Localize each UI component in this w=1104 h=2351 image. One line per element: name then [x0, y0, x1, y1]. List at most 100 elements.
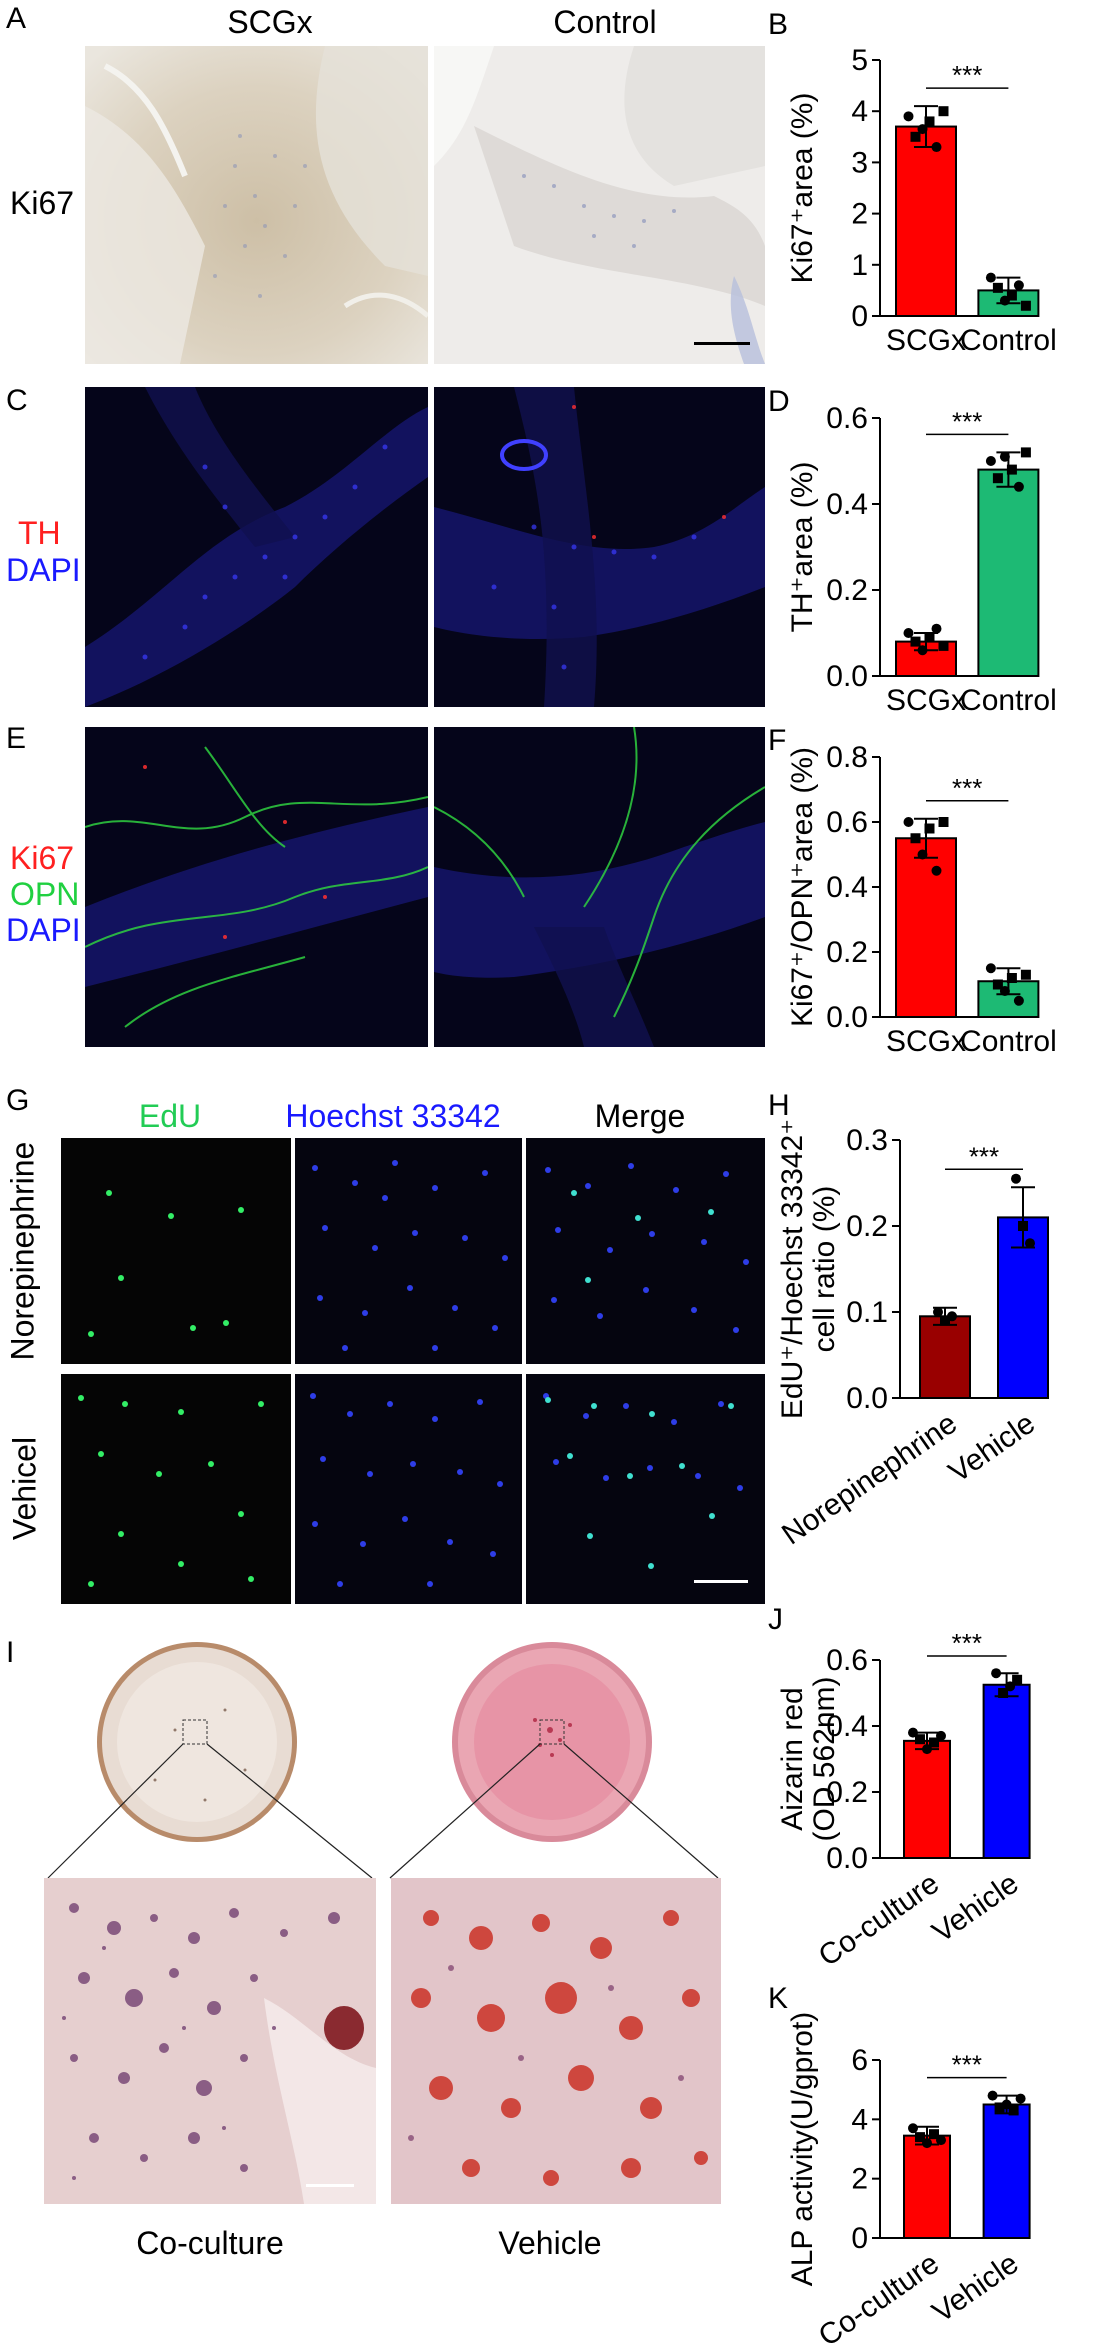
bar-vehicle [982, 2103, 1031, 2239]
y-tick-label: 1 [851, 249, 868, 282]
x-tick-label: Co-culture [813, 2247, 945, 2350]
data-point [947, 1311, 957, 1322]
data-point [924, 116, 935, 127]
y-tick-label: 0.4 [826, 871, 868, 904]
data-point [999, 986, 1010, 996]
co-culture-zoom-image [44, 1878, 376, 2204]
panel-g-row-norepinephrine: Norepinephrine [4, 1141, 41, 1361]
y-tick-label: 0.4 [826, 488, 868, 521]
x-tick-label: Control [960, 684, 1057, 717]
data-point [931, 142, 942, 153]
data-point [915, 1734, 925, 1745]
significance-label: *** [952, 773, 982, 803]
y-axis-label: Aizarin red [780, 1687, 809, 1830]
y-tick-label: 0 [851, 2222, 868, 2255]
data-point [1020, 969, 1031, 980]
panel-g-row-vehicel: Vehicel [6, 1436, 43, 1541]
data-point [903, 111, 914, 122]
y-tick-label: 0.1 [846, 1296, 888, 1329]
data-point [985, 456, 996, 466]
x-tick-label: Vehicle [926, 1867, 1024, 1950]
panel-letter-b: B [768, 8, 789, 41]
data-point [1006, 973, 1017, 983]
data-point [985, 272, 996, 283]
data-point [1013, 995, 1024, 1006]
th-dapi-scgx-image [85, 387, 428, 707]
ki67-control-image [434, 46, 765, 364]
y-tick-label: 0.2 [846, 1210, 888, 1243]
bar-scgx [895, 837, 957, 1018]
co-culture-dish-image [97, 1642, 297, 1842]
x-tick-label: Vehicle [926, 2247, 1024, 2330]
significance-label: *** [952, 406, 982, 436]
y-axis-label: Ki67⁺/OPN⁺area (%) [786, 747, 819, 1027]
data-point [917, 849, 928, 860]
y-axis-label: TH⁺area (%) [786, 462, 819, 633]
data-point [1012, 1674, 1023, 1685]
data-point [938, 106, 949, 117]
x-tick-label: SCGx [886, 1025, 966, 1058]
zoom-lines [47, 1743, 719, 1879]
panel-letter-g: G [6, 1084, 30, 1117]
data-point [994, 2102, 1005, 2113]
x-tick-label: Norepinephrine [780, 1407, 963, 1552]
significance-label: *** [952, 1628, 982, 1658]
data-point [908, 2123, 918, 2134]
y-tick-label: 0.6 [826, 1644, 868, 1677]
bar-scgx [895, 125, 957, 317]
edu-vehicel-image [61, 1374, 291, 1604]
y-axis-label: ALP activity(U/gprot) [786, 2012, 819, 2287]
y-tick-label: 5 [851, 44, 868, 77]
panel-letter-e: E [6, 722, 27, 755]
panel-letter-c: C [6, 384, 28, 417]
y-tick-label: 4 [851, 2103, 868, 2136]
y-tick-label: 3 [851, 146, 868, 179]
significance-label: *** [952, 60, 982, 90]
edu-norepinephrine-image [61, 1138, 291, 1364]
panel-letter-j: J [768, 1603, 783, 1636]
panel-c-label-th: TH [18, 515, 61, 551]
y-tick-label: 0.3 [846, 1124, 888, 1157]
panel-c-label-dapi: DAPI [6, 552, 81, 588]
data-point [938, 640, 949, 651]
data-point [999, 451, 1010, 462]
data-point [1020, 447, 1031, 458]
data-point [1006, 464, 1017, 475]
panel-a-header-scgx: SCGx [227, 4, 313, 40]
panel-letter-a: A [6, 2, 27, 35]
data-point [985, 963, 996, 974]
data-point [992, 282, 1003, 293]
data-point [1013, 481, 1024, 492]
y-tick-label: 0.2 [826, 574, 868, 607]
hoechst-norepinephrine-image [295, 1138, 522, 1364]
panel-e-label-ki67: Ki67 [10, 840, 75, 876]
y-tick-label: 0 [851, 300, 868, 333]
panel-g-header-merge: Merge [594, 1098, 686, 1134]
y-axis-label-line2: cell ratio (%) [808, 1186, 841, 1353]
data-point [903, 628, 914, 638]
y-tick-label: 0.0 [826, 660, 868, 693]
y-tick-label: 2 [851, 2163, 868, 2196]
vehicle-dish-image [452, 1642, 652, 1842]
chart-k: 0 2 4 6 ALP activity(U/gprot)Co-cultureVehic… [786, 2012, 1031, 2350]
data-point [917, 645, 928, 656]
data-point [938, 817, 949, 827]
y-tick-label: 0.2 [826, 1776, 868, 1809]
merge-vehicel-image [526, 1374, 765, 1604]
bar-norepinephrine [919, 1315, 971, 1399]
x-tick-label: Vehicle [943, 1407, 1041, 1490]
x-tick-label: SCGx [886, 684, 966, 717]
data-point [924, 632, 935, 643]
y-tick-label: 0.0 [826, 1001, 868, 1034]
data-point [1025, 1238, 1035, 1249]
hoechst-vehicel-image [295, 1374, 522, 1604]
bar-control [977, 468, 1040, 677]
y-tick-label: 2 [851, 198, 868, 231]
panel-letter-i: I [6, 1636, 15, 1669]
x-tick-label: Control [960, 324, 1057, 357]
data-point [1020, 300, 1031, 311]
ki67-opn-dapi-control-image [434, 727, 765, 1047]
data-point [987, 2090, 998, 2101]
